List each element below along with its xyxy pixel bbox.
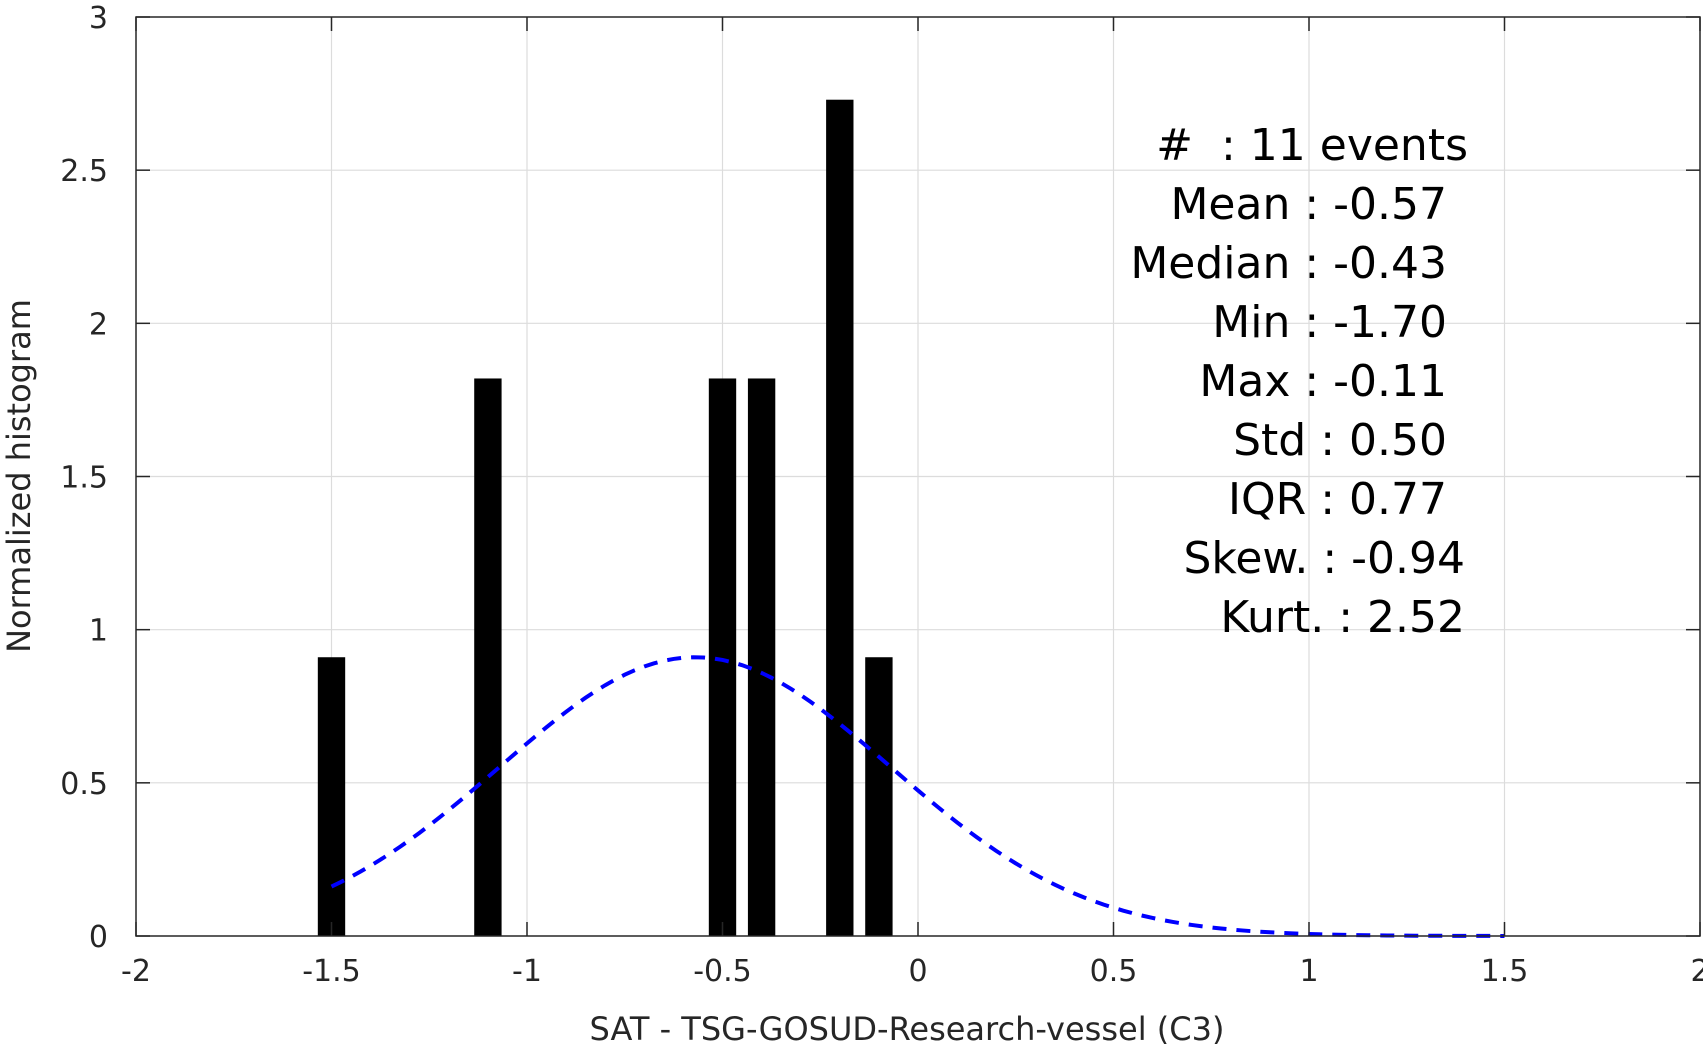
histogram-bar (474, 378, 502, 936)
stat-line: Std : 0.50 (1233, 415, 1447, 466)
stat-line: IQR : 0.77 (1228, 474, 1447, 525)
histogram-bar (865, 657, 893, 936)
histogram-bars (317, 99, 893, 936)
x-tick-label: -1.5 (302, 954, 361, 989)
axes-box (135, 16, 1701, 937)
y-tick-label: 1.5 (60, 461, 108, 496)
histogram-bar (317, 657, 346, 936)
histogram-bar (826, 99, 854, 936)
y-tick-labels: 0 0.5 1 1.5 2 2.5 3 (60, 1, 108, 955)
stat-line: Min : -1.70 (1212, 297, 1447, 348)
x-tick-label: 0.5 (1090, 954, 1138, 989)
x-tick-label: -0.5 (693, 954, 752, 989)
x-tick-label: -2 (121, 954, 151, 989)
y-tick-label: 3 (89, 1, 108, 36)
stat-line: Max : -0.11 (1199, 356, 1447, 407)
x-tick-label: 1.5 (1481, 954, 1529, 989)
y-axis-label: Normalized histogram (0, 299, 38, 653)
y-tick-label: 1 (89, 614, 108, 649)
x-tick-label: 0 (908, 954, 927, 989)
x-axis-label: SAT - TSG-GOSUD-Research-vessel (C3) (590, 1010, 1225, 1048)
x-tick-labels: -2 -1.5 -1 -0.5 0 0.5 1 1.5 2 (121, 954, 1703, 989)
stat-line: Kurt. : 2.52 (1220, 592, 1465, 643)
histogram-bar (708, 378, 737, 936)
y-tick-label: 0 (89, 920, 108, 955)
histogram-bar (747, 378, 776, 936)
stat-line: Mean : -0.57 (1170, 179, 1447, 230)
y-tick-label: 2 (89, 307, 108, 342)
stat-line: Skew. : -0.94 (1184, 533, 1466, 584)
stat-line: Median : -0.43 (1130, 238, 1447, 289)
stat-line: # : 11 events (1156, 120, 1468, 171)
x-tick-label: 1 (1299, 954, 1318, 989)
statistics-annotation: # : 11 events Mean : -0.57 Median : -0.43 M… (1130, 120, 1468, 643)
y-tick-label: 2.5 (60, 154, 108, 189)
x-tick-label: -1 (512, 954, 542, 989)
y-tick-label: 0.5 (60, 767, 108, 802)
x-tick-label: 2 (1690, 954, 1703, 989)
